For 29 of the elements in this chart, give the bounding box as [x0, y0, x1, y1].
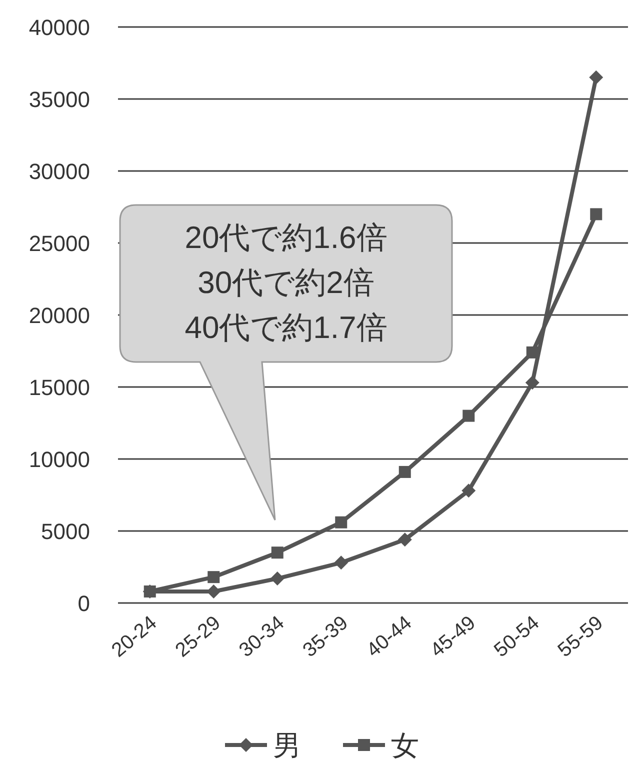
legend-label: 女 — [391, 730, 419, 761]
point — [526, 346, 538, 358]
annotation: 30代で約2倍 — [198, 265, 374, 300]
point — [398, 466, 411, 478]
y-tick-label: 0 — [78, 591, 90, 616]
legend-label: 男 — [273, 730, 301, 761]
point — [144, 585, 156, 598]
point — [270, 572, 284, 586]
point — [462, 410, 475, 422]
point — [398, 532, 412, 547]
annotation: 20代で約1.6倍 — [184, 220, 388, 255]
y-tick-label: 10000 — [28, 447, 90, 472]
point — [525, 376, 540, 390]
y-tick-label: 15000 — [28, 375, 90, 400]
y-tick-label: 35000 — [28, 87, 90, 112]
y-tick-label: 20000 — [28, 303, 90, 328]
y-tick-label: 5000 — [41, 519, 90, 544]
point — [208, 571, 220, 584]
annotation: 40代で約1.7倍 — [184, 310, 388, 345]
y-tick-label: 25000 — [28, 231, 90, 256]
point — [589, 70, 604, 84]
y-tick-label: 30000 — [28, 159, 90, 184]
point — [271, 546, 284, 559]
point — [462, 484, 476, 498]
y-tick-label: 40000 — [28, 15, 90, 40]
point — [590, 208, 602, 220]
point — [206, 584, 221, 598]
point — [335, 516, 348, 528]
point — [334, 556, 348, 570]
